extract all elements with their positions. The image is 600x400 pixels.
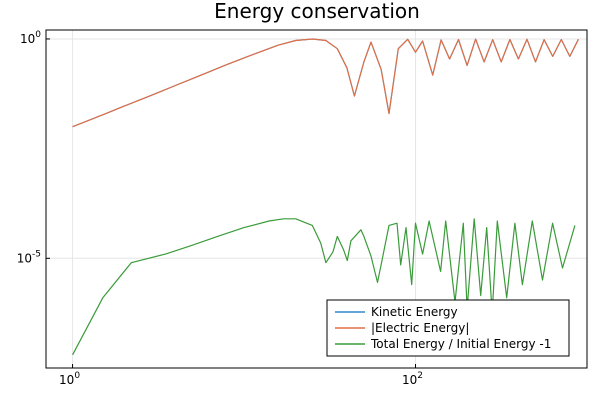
y-tick-label: 10-5 [17, 249, 41, 265]
series-lines [72, 38, 579, 356]
legend-label-3: Total Energy / Initial Energy -1 [370, 337, 551, 351]
x-tick-label: 100 [59, 371, 80, 387]
series-line-2 [72, 38, 579, 128]
y-tick-label: 100 [20, 30, 41, 46]
series-line-3 [72, 218, 576, 356]
y-tick-exponent: 0 [35, 30, 41, 40]
legend-label-2: |Electric Energy| [371, 321, 469, 335]
y-tick-base: 10 [17, 251, 32, 265]
legend-label-1: Kinetic Energy [371, 305, 458, 319]
x-tick-base: 10 [402, 373, 417, 387]
x-tick-base: 10 [59, 373, 74, 387]
x-tick-exponent: 2 [417, 371, 423, 381]
x-axis-ticks: 100 102 [59, 364, 423, 387]
legend: Kinetic Energy |Electric Energy| Total Ene… [326, 299, 570, 357]
y-tick-base: 10 [20, 32, 35, 46]
legend-box [326, 299, 570, 357]
x-tick-label: 102 [402, 371, 423, 387]
chart-title: Energy conservation [214, 0, 420, 23]
plot-frame [45, 29, 588, 369]
y-tick-exponent: -5 [32, 249, 41, 259]
x-tick-exponent: 0 [74, 371, 80, 381]
